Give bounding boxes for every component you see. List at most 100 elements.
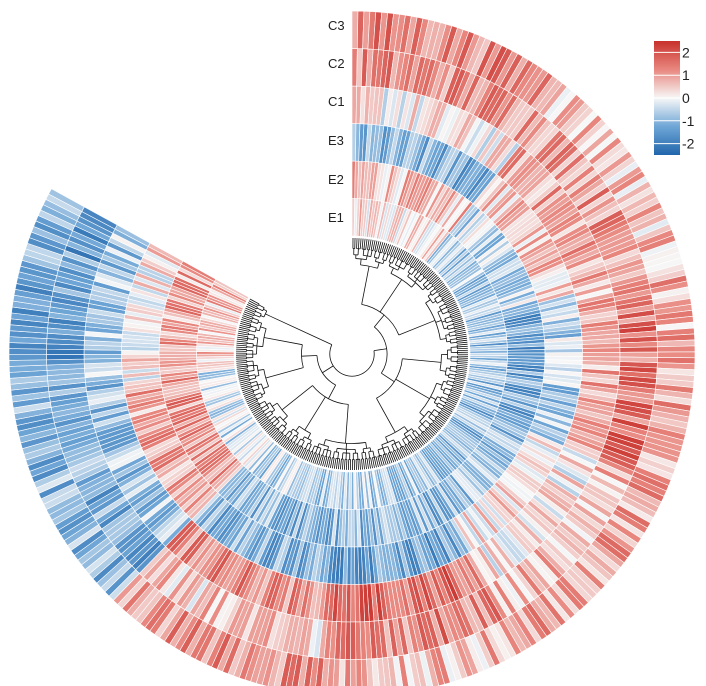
dendrogram-branch (386, 244, 391, 255)
dendrogram-branch (335, 458, 339, 469)
dendrogram-branch (383, 243, 388, 254)
dendrogram-branch (318, 448, 322, 455)
dendrogram-branch (412, 440, 419, 450)
dendrogram-branch (404, 445, 411, 455)
dendrogram-branch (454, 327, 466, 332)
dendrogram-branch (332, 451, 335, 458)
dendrogram-branch (241, 319, 252, 323)
dendrogram-branch (377, 449, 380, 456)
dendrogram-branch (259, 417, 269, 425)
dendrogram-branch (406, 444, 413, 454)
dendrogram-branch (297, 447, 304, 457)
dendrogram-branch (408, 255, 415, 266)
dendrogram-branch (456, 366, 468, 369)
dendrogram-branch (256, 381, 260, 389)
dendrogram-branch (451, 316, 462, 321)
dendrogram-branch (252, 389, 255, 393)
track-label-c3: C3 (328, 18, 345, 33)
legend-tick-label: -2 (682, 136, 695, 152)
dendrogram-branch (438, 411, 441, 415)
dendrogram-branch (271, 409, 275, 413)
heatmap-cell (350, 546, 356, 585)
dendrogram-branch (325, 450, 329, 457)
heatmap-cell (507, 349, 546, 354)
dendrogram-branch (262, 328, 267, 347)
legend-tick-label: -1 (682, 113, 695, 129)
dendrogram-branch (415, 437, 423, 447)
dendrogram-branch (308, 444, 312, 451)
dendrogram-branch (315, 446, 319, 454)
dendrogram-branch (305, 332, 321, 340)
dendrogram-branch (245, 395, 256, 401)
dendrogram-branch (451, 384, 454, 387)
dendrogram-branch (441, 292, 451, 299)
dendrogram-branch (306, 451, 312, 462)
dendrogram-branch (453, 322, 464, 326)
heatmap-cell (376, 657, 386, 686)
dendrogram-branch (259, 400, 265, 405)
dendrogram-branch (365, 238, 368, 250)
dendrogram-branch (446, 398, 448, 401)
dendrogram-branch (384, 243, 390, 255)
dendrogram-branch (457, 359, 468, 361)
dendrogram-branch (288, 432, 293, 439)
heatmap-cell (158, 353, 197, 358)
dendrogram-branch (393, 439, 396, 444)
dendrogram-branch (256, 396, 263, 400)
dendrogram-branch (380, 455, 385, 466)
heatmap-cell (350, 584, 356, 623)
dendrogram-branch (248, 333, 255, 336)
dendrogram-branch (366, 458, 369, 469)
dendrogram-branch (452, 323, 454, 326)
dendrogram-branch (372, 240, 376, 251)
dendrogram-branch (386, 453, 391, 464)
dendrogram-branch (400, 250, 406, 261)
dendrogram-branch (429, 288, 436, 293)
dendrogram-branch (253, 313, 255, 316)
heatmap-cell (350, 659, 357, 686)
dendrogram-branch (373, 457, 377, 468)
dendrogram-branch (312, 453, 317, 464)
dendrogram-branch (252, 408, 263, 415)
dendrogram-branch (382, 260, 385, 264)
dendrogram-branch (402, 439, 407, 445)
dendrogram-branch (448, 327, 455, 330)
dendrogram-branch (280, 431, 284, 435)
dendrogram-branch (281, 385, 313, 411)
dendrogram-branch (427, 426, 436, 435)
dendrogram-branch (431, 413, 437, 418)
dendrogram-branch (435, 282, 445, 290)
dendrogram-branch (236, 361, 247, 364)
dendrogram-branch (450, 389, 462, 395)
dendrogram-branch (375, 257, 377, 262)
dendrogram-branch (434, 295, 440, 300)
dendrogram-branch (456, 368, 467, 371)
dendrogram-branch (438, 287, 448, 295)
dendrogram-branch (246, 397, 257, 403)
dendrogram-branch (393, 450, 398, 461)
dendrogram-branch (266, 402, 271, 406)
dendrogram-branch (367, 249, 369, 257)
dendrogram-branch (425, 426, 429, 431)
dendrogram-branch (246, 305, 257, 311)
dendrogram-branch (236, 363, 248, 366)
dendrogram-branch (428, 410, 432, 414)
dendrogram-branch (449, 334, 456, 337)
dendrogram-branch (330, 457, 333, 469)
dendrogram-branch (452, 386, 463, 391)
dendrogram-branch (237, 336, 248, 340)
dendrogram-branch (300, 438, 305, 442)
dendrogram-branch (391, 257, 396, 264)
dendrogram-branch (403, 252, 410, 263)
dendrogram-branch (442, 404, 445, 407)
dendrogram-branch (383, 252, 386, 255)
dendrogram-branch (361, 238, 364, 250)
dendrogram-branch (434, 415, 438, 420)
dendrogram-branch (382, 454, 387, 465)
dendrogram-branch (425, 429, 433, 438)
dendrogram-branch (405, 262, 409, 266)
dendrogram-branch (370, 239, 374, 251)
dendrogram-branch (394, 258, 399, 265)
dendrogram-branch (439, 369, 446, 372)
dendrogram-branch (419, 421, 423, 425)
